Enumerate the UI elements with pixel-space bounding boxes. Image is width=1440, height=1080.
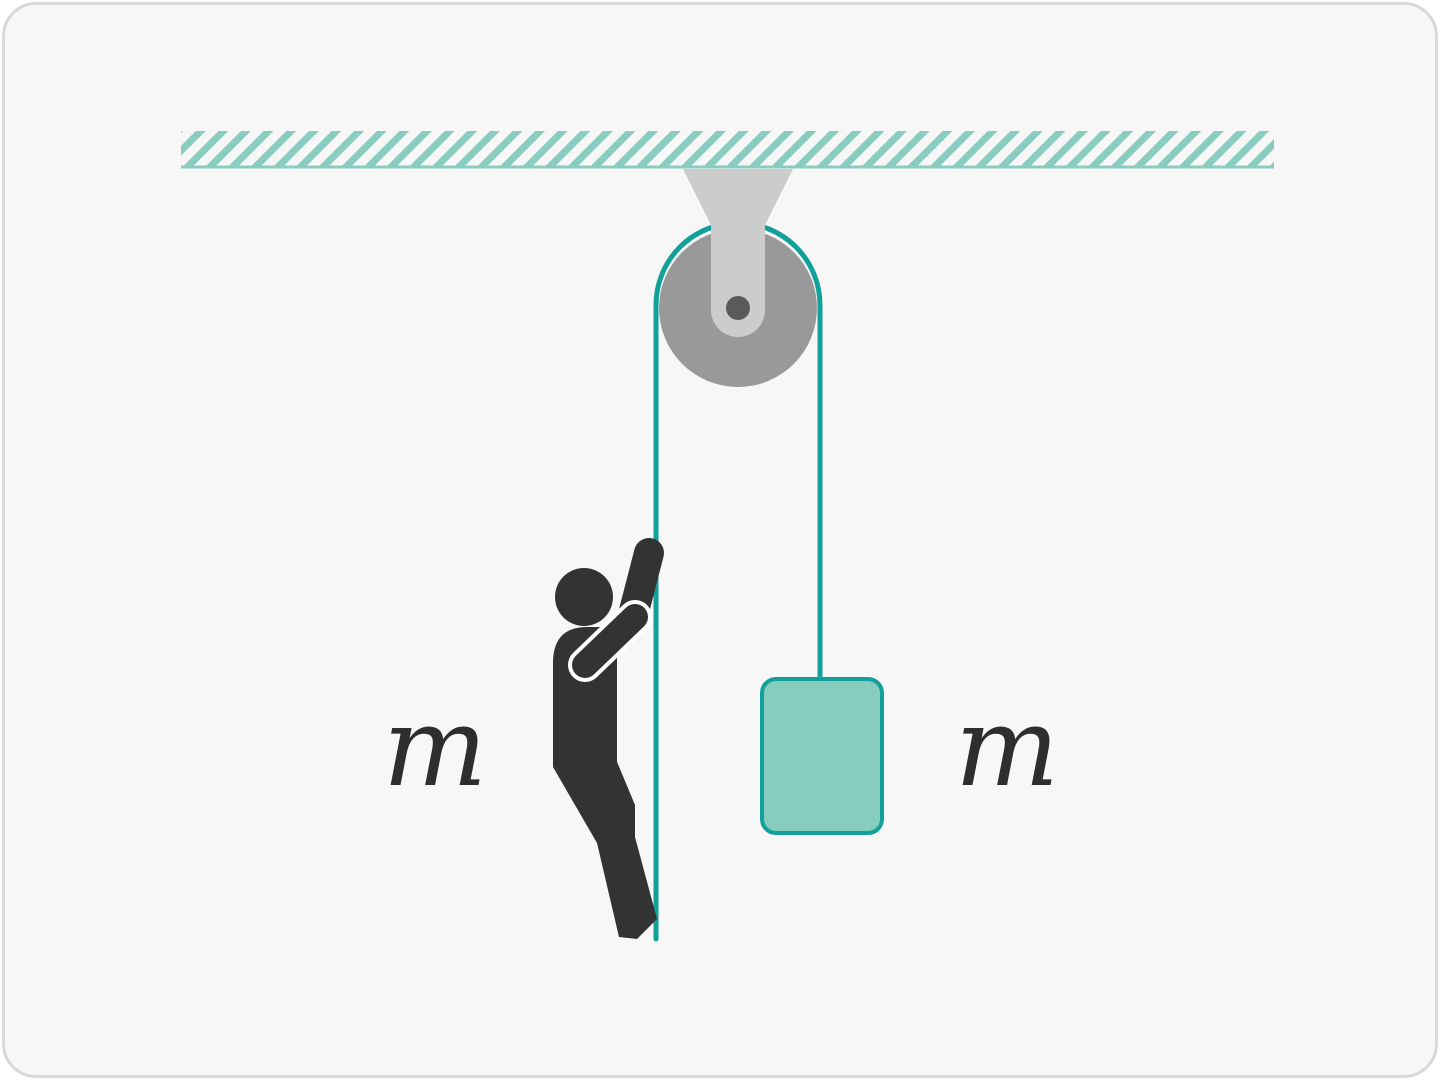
pulley-diagram: m m [181, 131, 1274, 942]
hanging-block [760, 677, 884, 835]
climber-leg [553, 757, 657, 939]
climber-mass-label: m [383, 683, 487, 811]
pulley-mount [683, 169, 793, 337]
climber-figure [553, 538, 664, 939]
ceiling [181, 131, 1274, 169]
climber-head [555, 568, 613, 626]
block-mass-label: m [955, 683, 1059, 811]
climber-lower-arm [572, 604, 648, 678]
pulley-axle [726, 296, 750, 320]
ceiling-hatch [181, 131, 1274, 167]
